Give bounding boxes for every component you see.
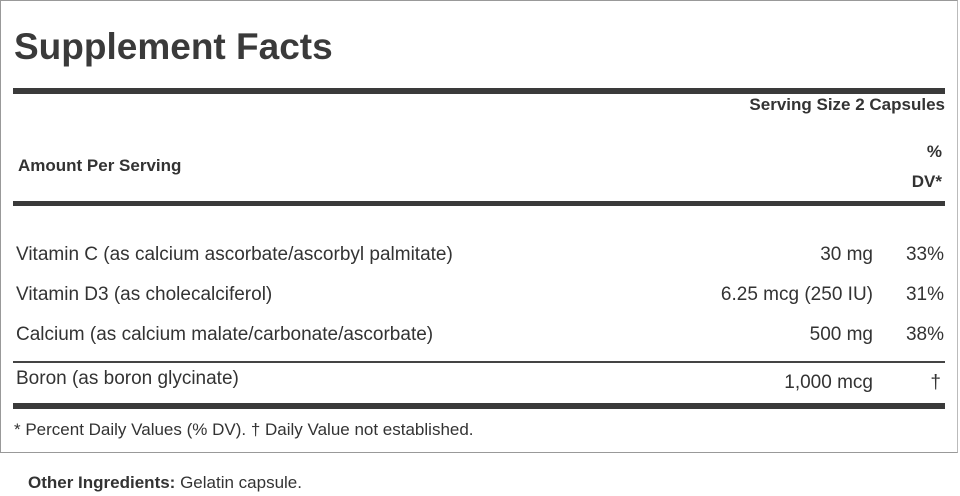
- dv-header-percent: %: [926, 142, 942, 161]
- nutrient-dv: 33%: [905, 244, 944, 265]
- nutrient-name: Boron (as boron glycinate): [16, 368, 239, 389]
- nutrient-row: Vitamin C (as calcium ascorbate/ascorbyl…: [16, 244, 944, 268]
- nutrient-amount: 6.25 mcg (250 IU): [720, 284, 873, 305]
- divider-thick: [13, 403, 945, 409]
- nutrient-row: Boron (as boron glycinate) 1,000 mcg †: [16, 368, 944, 393]
- footnote: * Percent Daily Values (% DV). † Daily V…: [14, 420, 474, 439]
- other-ingredients: Other Ingredients: Gelatin capsule.: [28, 473, 302, 493]
- nutrient-amount: 500 mg: [809, 324, 873, 345]
- nutrient-dv: 31%: [905, 284, 944, 305]
- nutrient-name: Vitamin C (as calcium ascorbate/ascorbyl…: [16, 244, 453, 265]
- panel-title: Supplement Facts: [14, 26, 333, 67]
- nutrient-name: Calcium (as calcium malate/carbonate/asc…: [16, 324, 434, 345]
- divider-thick: [13, 88, 945, 94]
- amount-per-serving-header: Amount Per Serving: [18, 156, 182, 175]
- divider-thin: [13, 361, 945, 363]
- nutrient-dv: †: [930, 372, 941, 393]
- nutrient-amount: 30 mg: [820, 244, 873, 265]
- other-ingredients-value: Gelatin capsule.: [175, 473, 302, 492]
- nutrient-amount: 1,000 mcg: [784, 372, 873, 393]
- supplement-facts-panel: [0, 0, 958, 453]
- other-ingredients-label: Other Ingredients:: [28, 473, 176, 492]
- divider-thick: [13, 201, 945, 206]
- serving-size: Serving Size 2 Capsules: [749, 95, 945, 114]
- nutrient-dv: 38%: [905, 324, 944, 345]
- nutrient-name: Vitamin D3 (as cholecalciferol): [16, 284, 273, 305]
- nutrient-row: Calcium (as calcium malate/carbonate/asc…: [16, 324, 944, 348]
- nutrient-row: Vitamin D3 (as cholecalciferol) 6.25 mcg…: [16, 284, 944, 308]
- dv-header-dv: DV*: [911, 172, 942, 191]
